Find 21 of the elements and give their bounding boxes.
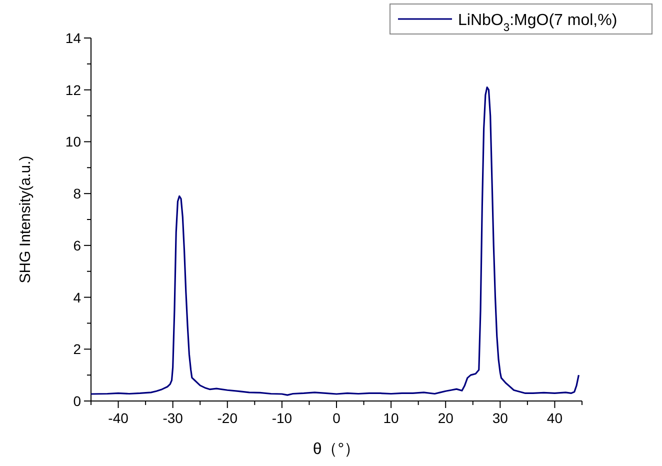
x-tick-label: 30 [492, 410, 508, 426]
y-tick-label: 2 [73, 341, 82, 358]
x-tick-label: 20 [438, 410, 454, 426]
x-tick-label: 0 [332, 410, 341, 426]
y-tick-label: 14 [65, 30, 82, 46]
y-tick-label: 0 [73, 393, 82, 409]
y-axis-title: SHG Intensity(a.u.) [17, 156, 34, 284]
x-tick-label: -30 [162, 410, 184, 426]
x-tick-label: 40 [546, 410, 563, 426]
y-tick-label: 12 [65, 82, 82, 98]
y-tick-label: 4 [73, 289, 82, 306]
x-tick-label: -10 [272, 410, 292, 426]
x-tick-label: -40 [108, 410, 129, 426]
x-tick-label: -20 [217, 410, 238, 426]
y-tick-label: 6 [73, 237, 82, 254]
x-tick-label: 10 [383, 410, 400, 426]
y-tick-label: 8 [73, 186, 82, 202]
legend-label: LiNbO$_{3}$:MgO(7 mol,%) [458, 12, 618, 34]
y-tick-label: 10 [65, 134, 82, 150]
line-series [90, 86, 580, 396]
x-axis-title: θ（°） [312, 441, 360, 458]
